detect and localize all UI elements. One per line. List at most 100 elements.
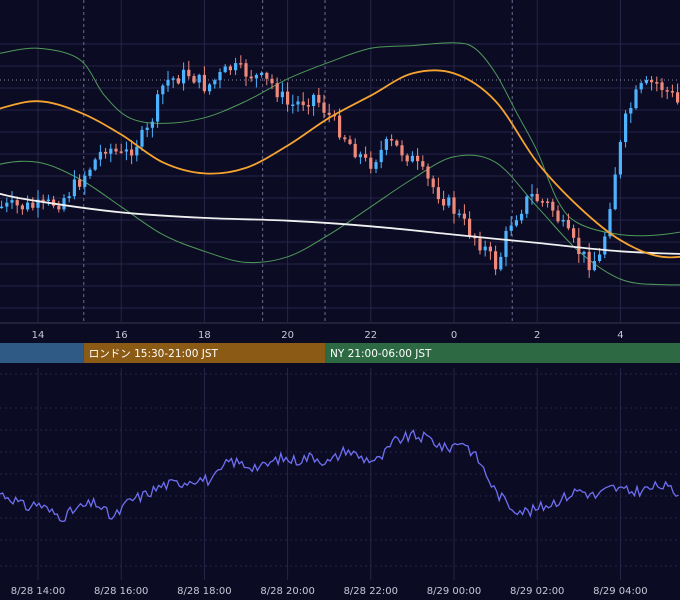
candle-up [561,220,565,222]
oscillator-x-tick-label: 8/29 00:00 [427,586,481,597]
candle-up [457,213,461,216]
price-x-tick-label: 20 [281,330,294,341]
candle-up [582,251,586,255]
candle-up [150,121,154,128]
candle-down [228,66,232,71]
candle-down [364,154,368,158]
candle-down [676,92,680,103]
candle-up [208,84,212,92]
candle-down [431,178,435,188]
candle-up [504,230,508,257]
candle-up [608,209,612,237]
candle-up [644,80,648,84]
session-label: NY 21:00-06:00 JST [330,348,432,360]
candle-down [41,199,45,202]
oscillator-x-tick-label: 8/29 02:00 [510,586,564,597]
candle-up [613,174,617,210]
price-x-tick-label: 4 [617,330,623,341]
oscillator-panel[interactable] [0,368,680,580]
candle-up [639,83,643,90]
long-moving-average [0,192,680,255]
candle-down [405,155,409,162]
candle-up [624,113,628,142]
candle-down [452,197,456,214]
candle-up [109,148,113,154]
candle-down [566,220,570,229]
candle-up [629,108,633,114]
candle-down [478,238,482,251]
candle-up [374,162,378,169]
candle-down [400,145,404,156]
candle-down [369,157,373,169]
candle-down [551,201,555,211]
candle-up [447,197,451,206]
candle-up [312,94,316,106]
candle-down [57,205,61,210]
candlesticks [0,55,680,278]
candle-down [655,82,659,84]
candle-up [5,202,9,207]
candle-down [348,139,352,144]
oscillator-x-tick-label: 8/28 22:00 [344,586,398,597]
candle-down [426,166,430,179]
candle-up [166,79,170,86]
candle-up [98,151,102,160]
candle-down [301,101,305,106]
candle-down [494,251,498,270]
candle-up [62,198,66,210]
candle-down [104,151,108,154]
candle-down [535,194,539,202]
candle-down [176,78,180,84]
oscillator-x-tick-label: 8/29 04:00 [593,586,647,597]
candle-down [442,199,446,206]
candle-down [78,179,82,187]
candle-up [83,175,87,187]
candle-down [192,76,196,83]
candle-up [140,129,144,147]
candle-down [416,155,420,162]
candle-up [514,220,518,226]
candle-up [234,63,238,71]
candle-up [634,89,638,109]
candle-down [239,63,243,65]
candle-down [577,237,581,255]
candle-up [135,146,139,156]
candle-up [171,78,175,80]
candle-up [182,69,186,84]
candle-down [114,148,118,152]
price-x-axis-ticks: 14 16 18 20 22 0 2 4 [32,330,624,341]
oscillator-x-tick-label: 8/28 18:00 [177,586,231,597]
candle-down [338,115,342,138]
candle-up [291,104,295,106]
candle-down [249,76,253,79]
oscillator-x-axis-ticks: 8/28 14:00 8/28 16:00 8/28 18:00 8/28 20:00… [11,586,648,597]
candle-down [317,94,321,103]
candle-up [36,199,40,208]
candle-down [587,251,591,271]
candle-down [546,201,550,203]
candle-up [10,200,14,203]
price-chart-panel[interactable] [0,0,680,322]
candle-down [306,105,310,107]
candle-up [499,256,503,270]
candle-up [483,246,487,251]
candle-down [244,63,248,77]
candle-up [88,169,92,176]
candle-down [20,205,24,210]
candle-up [26,202,30,210]
candle-down [265,72,269,79]
candle-down [436,187,440,200]
session-band [325,343,680,363]
candle-down [540,201,544,203]
candle-up [72,179,76,197]
candle-down [395,140,399,146]
candle-down [665,90,669,92]
candle-down [270,78,274,84]
candle-down [572,228,576,238]
candle-up [0,206,4,209]
candle-up [213,80,217,85]
oscillator-line [0,429,679,523]
candle-up [260,72,264,75]
candle-down [130,149,134,156]
candle-up [358,154,362,158]
